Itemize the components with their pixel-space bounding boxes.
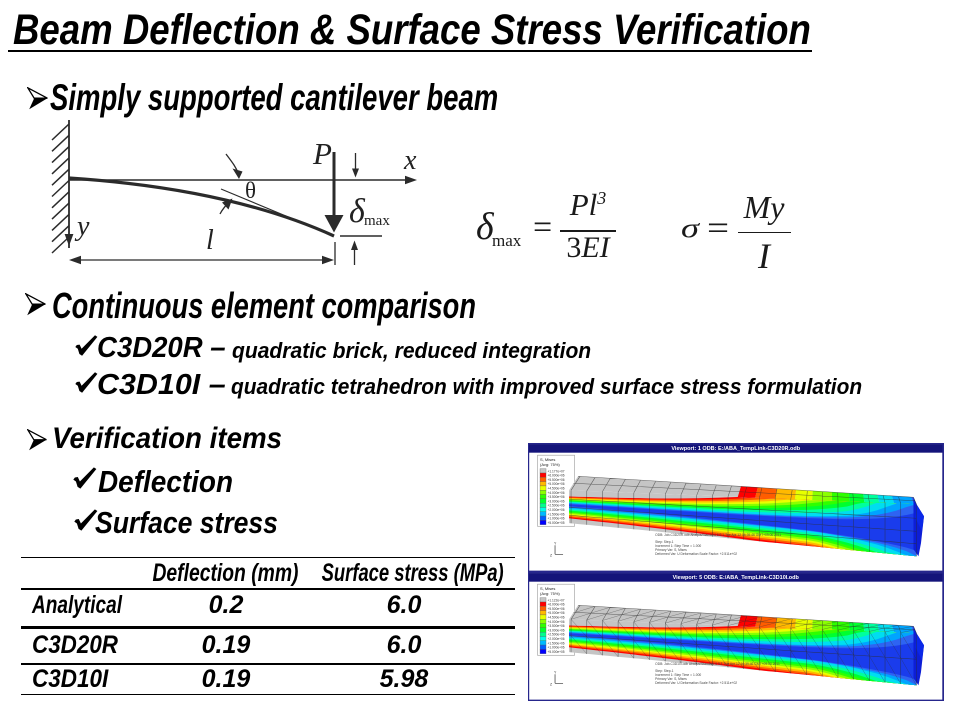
svg-text:x: x (403, 145, 417, 176)
svg-text:y: y (74, 211, 90, 242)
svg-text:P: P (312, 136, 332, 171)
svg-text:+1.500e+06: +1.500e+06 (548, 641, 565, 645)
svg-text:+5.000e+06: +5.000e+06 (548, 611, 565, 615)
svg-text:(Avg: 75%): (Avg: 75%) (540, 462, 560, 467)
svg-text:Viewport: 5 ODB: E:/ABA_Te: Viewport: 5 ODB: E:/ABA_TempLink-C3D10I.… (673, 575, 800, 581)
svg-text:S, Mises: S, Mises (540, 586, 555, 591)
svg-text:+1.500e+06: +1.500e+06 (548, 512, 565, 516)
svg-text:(Avg: 75%): (Avg: 75%) (540, 591, 560, 596)
svg-text:ODB: Job-C3D20R.odb Abaqus/: ODB: Job-C3D20R.odb Abaqus/Standard 6.9-… (655, 533, 781, 537)
svg-text:+3.000e+06: +3.000e+06 (548, 628, 565, 632)
svg-text:+1.000e+06: +1.000e+06 (548, 645, 565, 649)
svg-text:Y: Y (554, 541, 557, 545)
svg-text:+2.000e+06: +2.000e+06 (548, 637, 565, 641)
svg-text:Primary Var: S, Mises: Primary Var: S, Mises (655, 548, 687, 552)
svg-text:+5.500e+06: +5.500e+06 (548, 606, 565, 610)
svg-text:Step: Step-1: Step: Step-1 (655, 668, 673, 672)
svg-text:+3.500e+06: +3.500e+06 (548, 495, 565, 499)
svg-text:Deformed Var: U Deformation: Deformed Var: U Deformation Scale Factor… (655, 680, 737, 684)
svg-text:θ: θ (245, 178, 256, 203)
svg-text:+2.500e+06: +2.500e+06 (548, 504, 565, 508)
svg-text:Z: Z (550, 682, 553, 686)
svg-text:Viewport: 1 ODB: E:/ABA_Te: Viewport: 1 ODB: E:/ABA_TempLink-C3D20R.… (671, 446, 800, 452)
svg-text:+3.500e+06: +3.500e+06 (548, 624, 565, 628)
svg-text:+4.500e+06: +4.500e+06 (548, 487, 565, 491)
svg-text:+5.000e+06: +5.000e+06 (548, 482, 565, 486)
svg-text:+5.000e+05: +5.000e+05 (548, 649, 565, 653)
svg-text:Step: Step-1: Step: Step-1 (655, 540, 673, 544)
svg-text:+2.500e+06: +2.500e+06 (548, 632, 565, 636)
svg-text:+1.000e+06: +1.000e+06 (548, 517, 565, 521)
svg-text:Z: Z (550, 553, 553, 557)
svg-text:Increment 1: Step Time =: Increment 1: Step Time = 1.000 (655, 544, 701, 548)
svg-text:S, Mises: S, Mises (540, 457, 555, 462)
svg-text:Deformed Var: U Deformation: Deformed Var: U Deformation Scale Factor… (655, 552, 737, 556)
svg-text:ODB: Job-C3D10I.odb Abaqus/: ODB: Job-C3D10I.odb Abaqus/Standard 6.9-… (655, 661, 780, 665)
svg-text:+5.000e+05: +5.000e+05 (548, 521, 565, 525)
svg-text:+6.000e+06: +6.000e+06 (548, 474, 565, 478)
svg-text:l: l (206, 225, 214, 256)
svg-text:+1.122e+07: +1.122e+07 (548, 598, 565, 602)
svg-text:+4.000e+06: +4.000e+06 (548, 619, 565, 623)
svg-text:Primary Var: S, Mises: Primary Var: S, Mises (655, 676, 687, 680)
svg-text:max: max (364, 213, 390, 229)
svg-text:+4.500e+06: +4.500e+06 (548, 615, 565, 619)
svg-text:Y: Y (554, 670, 557, 674)
svg-text:+5.500e+06: +5.500e+06 (548, 478, 565, 482)
svg-text:+2.000e+06: +2.000e+06 (548, 508, 565, 512)
svg-text:δ: δ (349, 193, 366, 230)
svg-text:+3.000e+06: +3.000e+06 (548, 499, 565, 503)
svg-text:+4.000e+06: +4.000e+06 (548, 491, 565, 495)
svg-text:+1.177e+07: +1.177e+07 (548, 469, 565, 473)
svg-text:+6.000e+06: +6.000e+06 (548, 602, 565, 606)
svg-text:Increment 1: Step Time =: Increment 1: Step Time = 1.000 (655, 672, 701, 676)
